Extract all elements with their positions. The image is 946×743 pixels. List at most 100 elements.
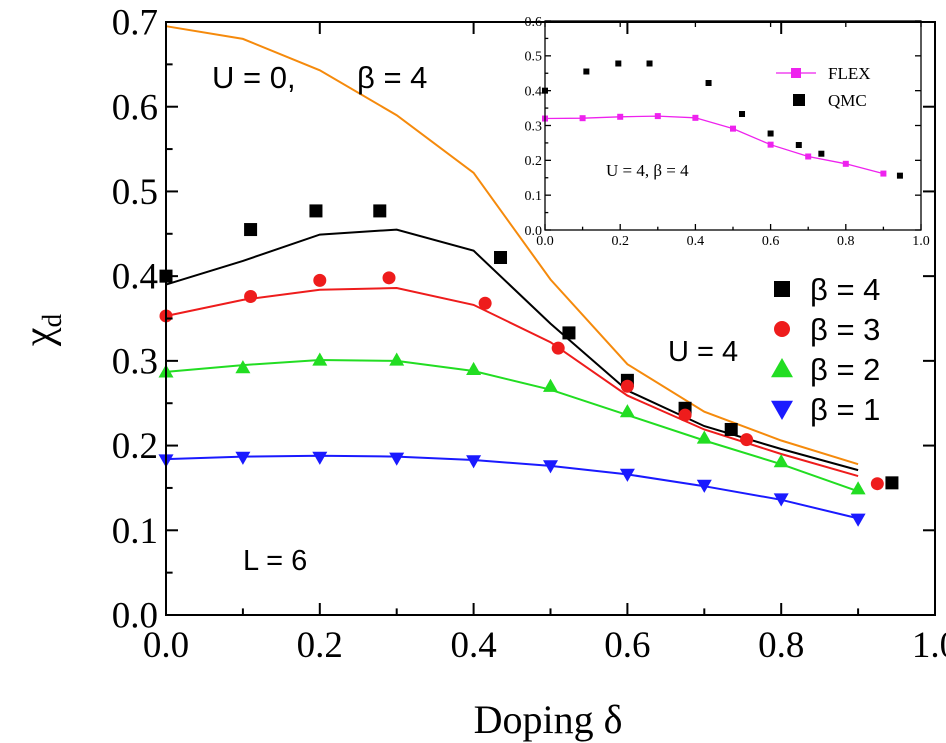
main-point-1-6: [619, 468, 635, 482]
main-line-series-4: [165, 25, 859, 466]
main-point-4-9: [885, 476, 899, 490]
inset-point-flex-9: [880, 170, 887, 177]
legend-label-1: β = 1: [810, 392, 880, 427]
main-point-3-8: [740, 433, 754, 447]
main-point-3-2: [313, 273, 327, 287]
main-point-1-2: [312, 451, 328, 465]
main-point-1-7: [696, 479, 712, 493]
inset-legend: FLEX QMC: [776, 64, 871, 110]
main-point-1-4: [466, 455, 482, 469]
main-x-tick-label-0: 0.0: [143, 625, 189, 666]
inset-point-qmc-1: [583, 68, 590, 75]
inset-legend-symbol-flex: [791, 68, 801, 78]
main-point-1-1: [235, 451, 251, 465]
main-legend: β = 4 β = 3 β = 2 β = 1: [771, 272, 880, 427]
inset-plot: 0.0 0.2 0.4 0.6 0.8 1.00.00.10.20.30.40.50.6 …: [525, 15, 930, 249]
annotation-u4: U = 4: [668, 336, 738, 368]
inset-point-qmc-3: [646, 60, 653, 67]
y-axis-label: χd: [16, 313, 67, 347]
main-series-lines: [165, 25, 859, 520]
annotation-u0: U = 0,: [212, 60, 296, 95]
main-point-4-8: [724, 422, 738, 436]
inset-point-flex-2: [617, 113, 624, 120]
main-point-3-3: [382, 271, 396, 285]
legend-label-4: β = 4: [810, 272, 880, 307]
main-point-3-9: [870, 477, 884, 491]
inset-y-tick-label-3: 0.3: [525, 119, 543, 134]
inset-point-flex-5: [730, 125, 736, 132]
inset-legend-label-flex: FLEX: [828, 64, 871, 83]
main-point-4-3: [373, 204, 387, 218]
inset-point-qmc-9: [896, 172, 903, 179]
main-x-tick-label-5: 1.0: [912, 625, 946, 666]
main-y-tick-label-4: 0.4: [112, 257, 158, 298]
main-point-3-6: [620, 379, 634, 393]
main-x-tick-label-1: 0.2: [297, 625, 343, 666]
main-line-1: [165, 454, 859, 520]
main-point-2-1: [235, 360, 251, 374]
main-point-3-4: [478, 296, 492, 310]
main-point-4-5: [562, 326, 576, 340]
inset-y-tick-label-2: 0.2: [525, 154, 543, 169]
inset-point-qmc-4: [705, 80, 712, 87]
main-point-2-9: [850, 481, 866, 495]
inset-y-tick-label-4: 0.4: [525, 84, 543, 99]
main-point-2-7: [696, 430, 712, 444]
inset-point-flex-6: [767, 141, 774, 148]
main-point-3-1: [244, 289, 258, 303]
inset-line-flex: [544, 115, 884, 175]
inset-series-lines: [544, 115, 884, 175]
main-line-4: [165, 228, 859, 472]
inset-point-qmc-8: [818, 150, 825, 157]
main-point-1-8: [773, 493, 789, 507]
main-plot: 0.0 0.2 0.4 0.6 0.8 1.0 0.0 0.1 0.2 0.3 0.4 0.5 0.6 0…: [16, 3, 946, 742]
main-point-4-2: [309, 204, 323, 218]
main-point-3-5: [551, 341, 565, 355]
legend-label-3: β = 3: [810, 312, 880, 347]
inset-axes: 0.0 0.2 0.4 0.6 0.8 1.0 0.0 0.1 0.2 0.3 0.4 0.5 0.6: [525, 15, 930, 249]
main-point-2-6: [619, 404, 635, 418]
inset-point-flex-3: [654, 113, 661, 120]
inset-point-flex-4: [692, 114, 699, 121]
main-series-markers: [158, 204, 899, 527]
main-y-tick-label-7: 0.7: [112, 3, 158, 44]
inset-point-qmc-6: [767, 130, 774, 137]
inset-point-flex-7: [805, 153, 812, 160]
legend-label-2: β = 2: [810, 352, 880, 387]
main-y-tick-label-0: 0.0: [112, 596, 158, 637]
main-x-tick-label-2: 0.4: [450, 625, 496, 666]
main-point-2-4: [466, 361, 482, 375]
legend-symbol-3: [774, 321, 790, 337]
main-axes: 0.0 0.2 0.4 0.6 0.8 1.0 0.0 0.1 0.2 0.3 0.4 0.5 0.6 0…: [112, 3, 946, 666]
main-point-2-3: [389, 352, 405, 366]
main-point-1-9: [850, 513, 866, 527]
main-y-tick-label-6: 0.6: [112, 87, 158, 128]
inset-y-tick-label-6: 0.6: [525, 15, 543, 30]
y-axis-label-symbol: χ: [16, 327, 62, 347]
annotation-lattice-size: L = 6: [243, 545, 307, 577]
inset-x-tick-label-3: 0.6: [762, 234, 780, 249]
legend-symbol-1: [771, 400, 793, 420]
main-line-2: [165, 358, 859, 493]
inset-point-qmc-2: [615, 60, 622, 67]
inset-x-tick-label-2: 0.4: [687, 234, 705, 249]
inset-plot-frame: [544, 20, 922, 231]
inset-point-qmc-7: [795, 142, 802, 149]
inset-y-tick-label-0: 0.0: [525, 224, 543, 239]
inset-x-tick-label-1: 0.2: [611, 234, 629, 249]
main-point-4-4: [494, 251, 508, 265]
inset-x-tick-label-4: 0.8: [837, 234, 855, 249]
main-point-2-8: [773, 454, 789, 468]
inset-point-flex-8: [842, 160, 849, 167]
main-point-4-1: [244, 223, 258, 237]
inset-y-tick-label-1: 0.1: [525, 189, 543, 204]
main-point-1-3: [389, 452, 405, 466]
main-y-tick-label-5: 0.5: [112, 172, 158, 213]
main-point-2-2: [312, 352, 328, 366]
main-point-1-5: [543, 460, 558, 474]
legend-symbol-2: [771, 358, 793, 378]
main-y-tick-label-3: 0.3: [112, 341, 158, 382]
legend-symbol-4: [774, 281, 790, 297]
inset-legend-label-qmc: QMC: [828, 91, 867, 110]
